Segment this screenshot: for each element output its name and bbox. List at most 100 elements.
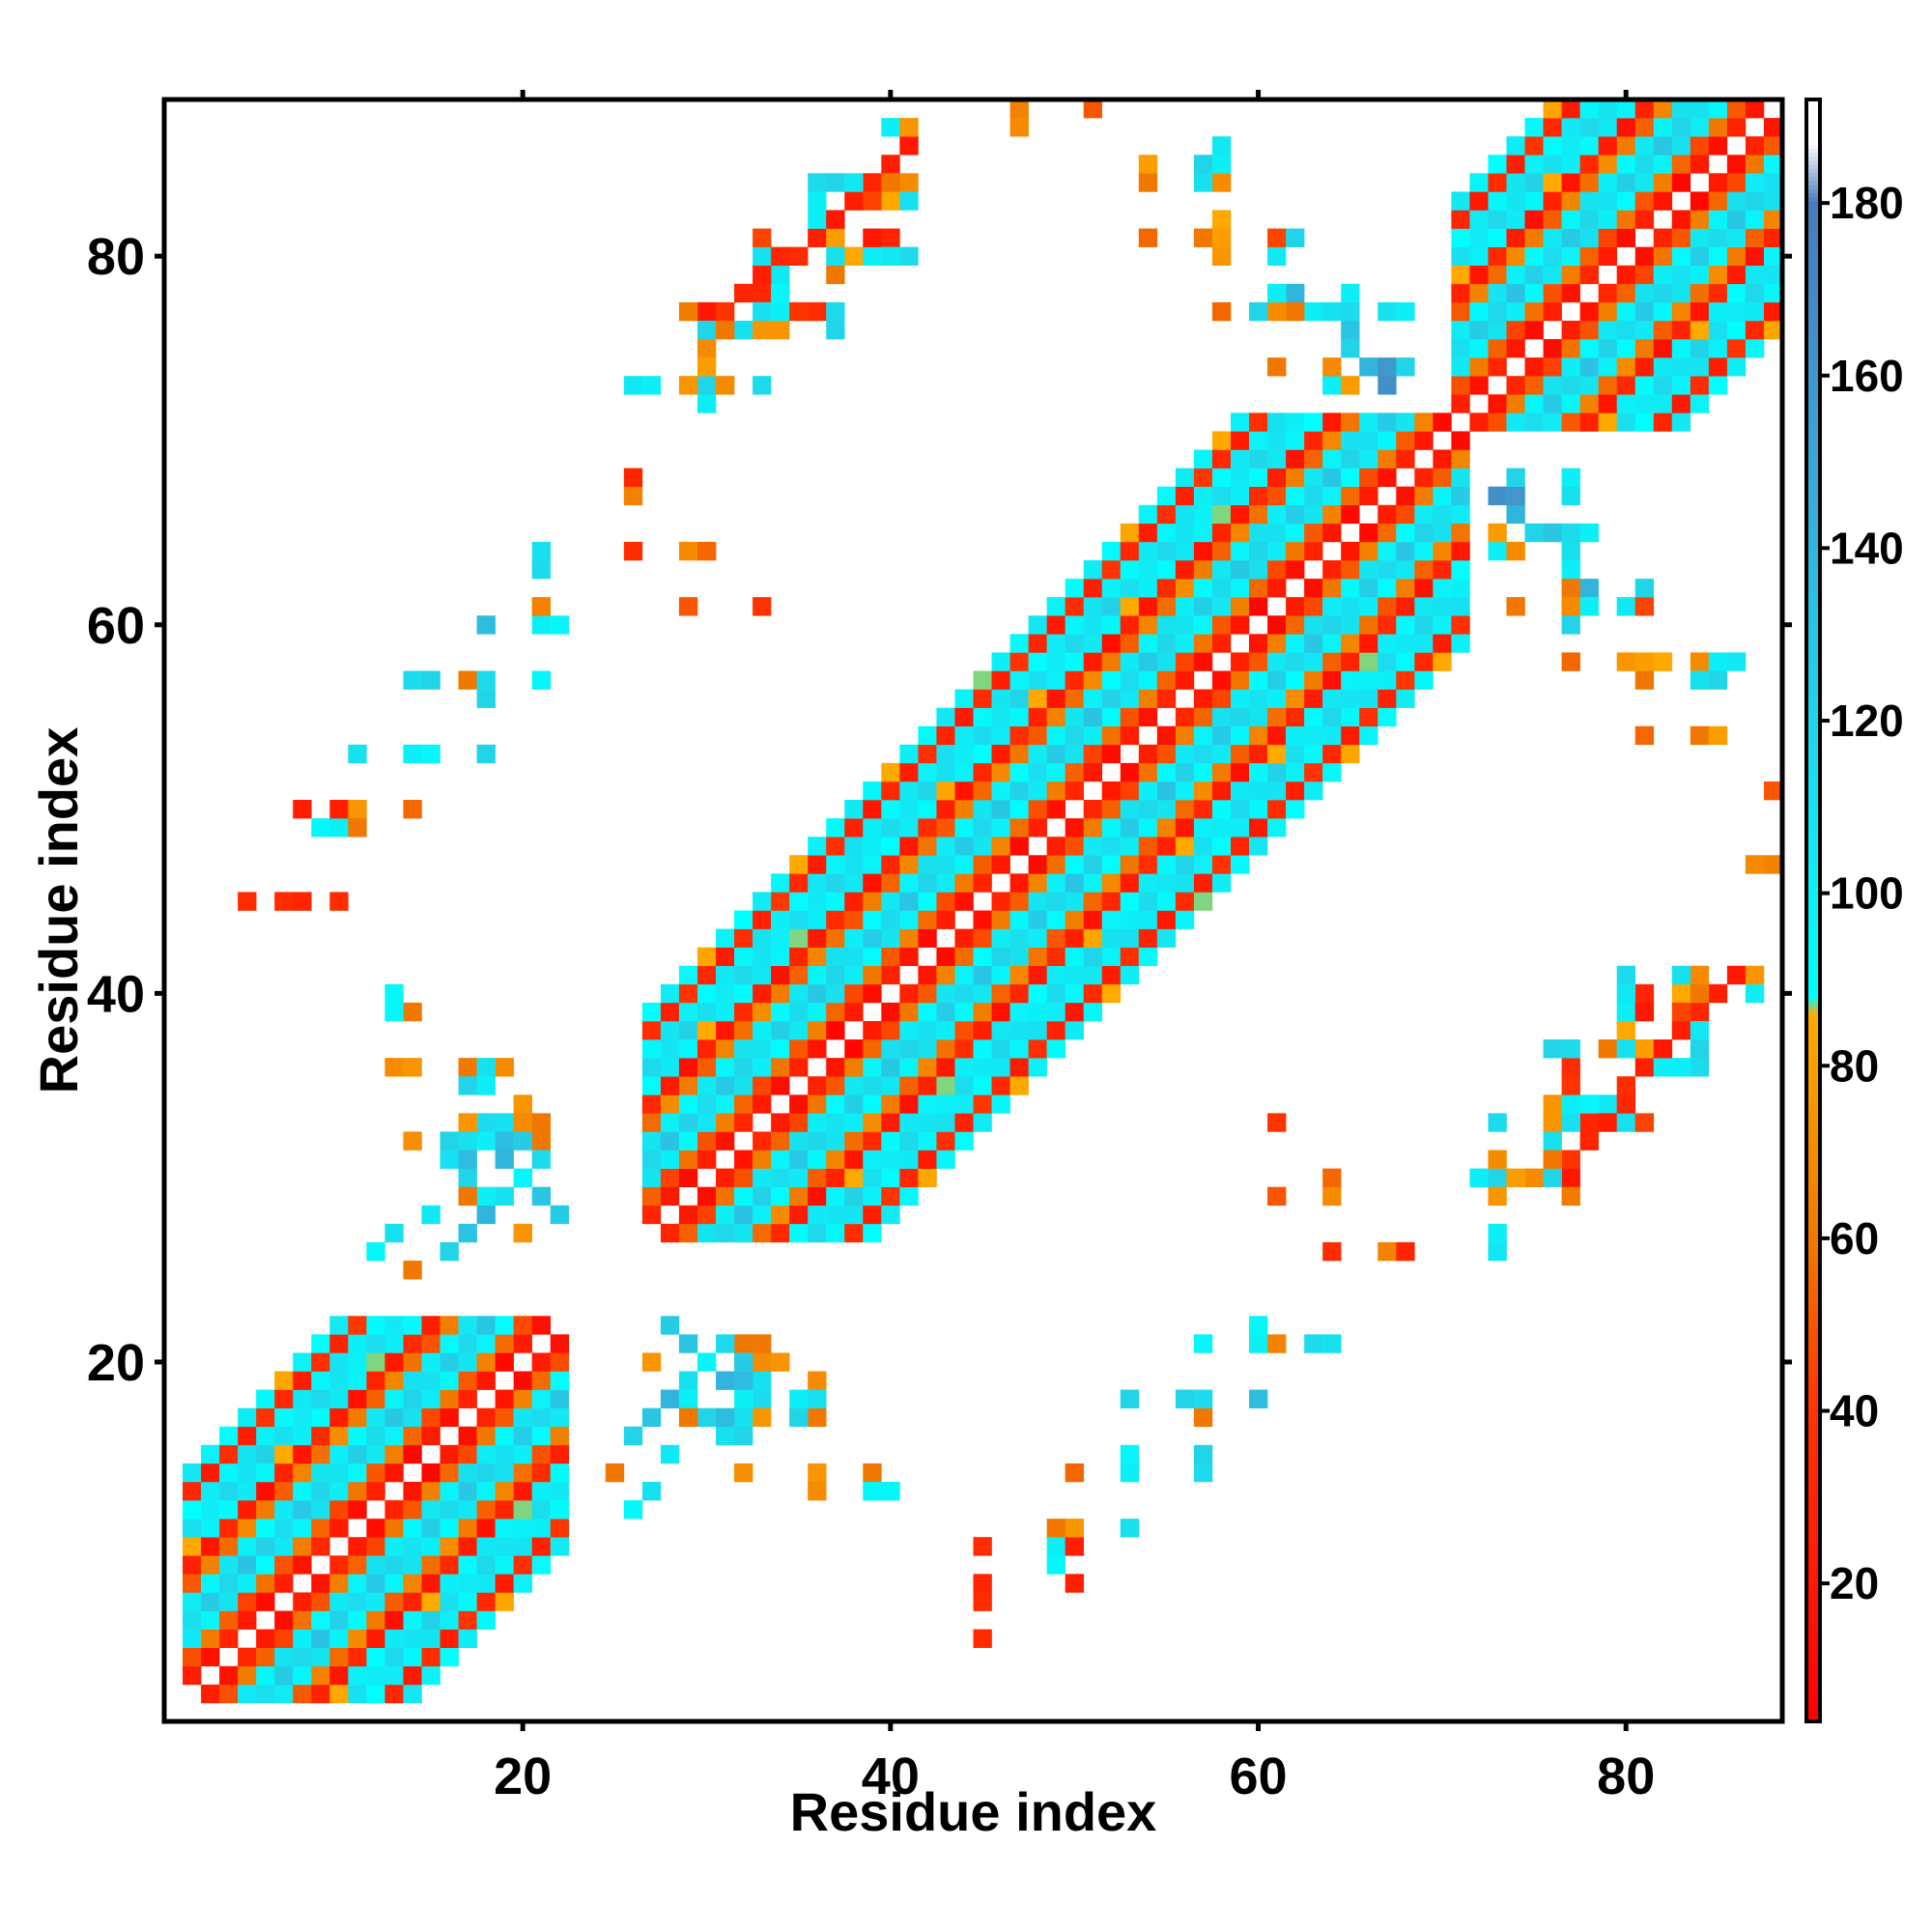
heatmap-cell	[1598, 136, 1617, 156]
heatmap-cell	[1433, 412, 1452, 432]
heatmap-cell	[293, 1592, 312, 1611]
heatmap-cell	[973, 781, 992, 801]
heatmap-cell	[678, 965, 698, 985]
heatmap-cell	[1120, 873, 1140, 893]
heatmap-cell	[918, 892, 937, 911]
heatmap-cell	[531, 597, 552, 616]
heatmap-cell	[844, 1186, 864, 1207]
colorbar-segment	[1808, 740, 1818, 746]
heatmap-cell	[1046, 1002, 1065, 1022]
heatmap-cell	[513, 1519, 532, 1538]
heatmap-cell	[808, 873, 827, 893]
heatmap-cell	[753, 983, 772, 1004]
heatmap-cell	[899, 800, 919, 819]
heatmap-cell	[1671, 283, 1691, 303]
heatmap-cell	[954, 892, 974, 911]
heatmap-cell	[531, 670, 552, 690]
heatmap-cell	[844, 1002, 864, 1022]
colorbar-segment	[1808, 1165, 1818, 1171]
heatmap-cell	[991, 1058, 1010, 1077]
heatmap-cell	[1396, 670, 1415, 690]
heatmap-cell	[274, 1519, 294, 1538]
colorbar-segment	[1808, 1632, 1818, 1637]
heatmap-cell	[1156, 559, 1177, 580]
heatmap-cell	[366, 1371, 385, 1390]
heatmap-cell	[1469, 228, 1489, 247]
heatmap-cell	[1322, 1186, 1342, 1207]
heatmap-cell	[954, 707, 974, 727]
heatmap-cell	[1745, 320, 1765, 340]
heatmap-cell	[1028, 689, 1047, 708]
heatmap-cell	[734, 1463, 753, 1483]
heatmap-cell	[1267, 357, 1287, 377]
heatmap-cell	[771, 1223, 790, 1243]
y-tick-label: 20	[87, 1334, 145, 1392]
heatmap-cell	[808, 1223, 827, 1243]
heatmap-cell	[1561, 394, 1580, 413]
heatmap-cell	[899, 191, 919, 211]
heatmap-cell	[329, 1389, 349, 1408]
colorbar-segment	[1808, 1567, 1818, 1573]
heatmap-cell	[1726, 99, 1747, 119]
heatmap-cell	[881, 762, 900, 782]
heatmap-cell	[1671, 155, 1691, 174]
colorbar-segment	[1808, 1462, 1818, 1467]
heatmap-cell	[771, 1002, 790, 1022]
heatmap-cell	[1211, 173, 1232, 192]
heatmap-cell	[863, 191, 882, 211]
heatmap-cell	[1046, 800, 1065, 819]
heatmap-cell	[1414, 431, 1434, 450]
heatmap-cell	[954, 1113, 974, 1132]
colorbar-segment	[1808, 696, 1818, 700]
heatmap-cell	[973, 707, 992, 727]
heatmap-cell	[513, 1371, 532, 1390]
heatmap-cell	[826, 1002, 845, 1022]
heatmap-cell	[329, 1592, 349, 1611]
heatmap-cell	[1341, 376, 1360, 395]
heatmap-cell	[366, 1537, 385, 1556]
heatmap-cell	[476, 1574, 496, 1593]
heatmap-cell	[1469, 357, 1489, 377]
heatmap-cell	[973, 670, 992, 690]
colorbar-segment	[1808, 687, 1818, 693]
heatmap-cell	[1120, 965, 1140, 985]
colorbar-segment	[1808, 1124, 1818, 1130]
heatmap-cell	[808, 910, 827, 929]
heatmap-cell	[201, 1444, 220, 1464]
heatmap-cell	[991, 1094, 1010, 1114]
heatmap-cell	[1359, 357, 1378, 377]
heatmap-cell	[881, 228, 900, 247]
heatmap-cell	[1543, 357, 1562, 377]
heatmap-cell	[531, 559, 552, 580]
heatmap-cell	[1561, 320, 1580, 340]
heatmap-cell	[384, 1684, 404, 1704]
colorbar-segment	[1808, 423, 1818, 429]
colorbar-segment	[1808, 582, 1818, 587]
heatmap-cell	[1708, 376, 1728, 395]
heatmap-cell	[771, 320, 790, 340]
heatmap-cell	[256, 1481, 275, 1501]
heatmap-cell	[1175, 1389, 1195, 1408]
heatmap-cell	[696, 1205, 717, 1225]
colorbar-segment	[1808, 1238, 1818, 1244]
heatmap-cell	[1193, 155, 1213, 174]
heatmap-cell	[678, 1002, 698, 1022]
heatmap-cell	[440, 1629, 459, 1648]
heatmap-cell	[716, 1371, 735, 1390]
heatmap-cell	[1726, 118, 1747, 137]
colorbar-segment	[1808, 1231, 1818, 1236]
heatmap-cell	[826, 246, 845, 267]
heatmap-cell	[1561, 559, 1580, 580]
heatmap-cell	[293, 800, 312, 819]
heatmap-cell	[219, 1500, 239, 1520]
heatmap-cell	[1028, 983, 1047, 1004]
heatmap-cell	[1156, 800, 1177, 819]
heatmap-cell	[1708, 99, 1728, 119]
heatmap-cell	[1396, 615, 1415, 635]
heatmap-cell	[403, 1316, 422, 1335]
heatmap-cell	[1561, 246, 1580, 267]
heatmap-cell	[1249, 670, 1268, 690]
heatmap-cell	[1009, 670, 1029, 690]
heatmap-cell	[1156, 910, 1177, 929]
colorbar-segment	[1808, 164, 1818, 169]
